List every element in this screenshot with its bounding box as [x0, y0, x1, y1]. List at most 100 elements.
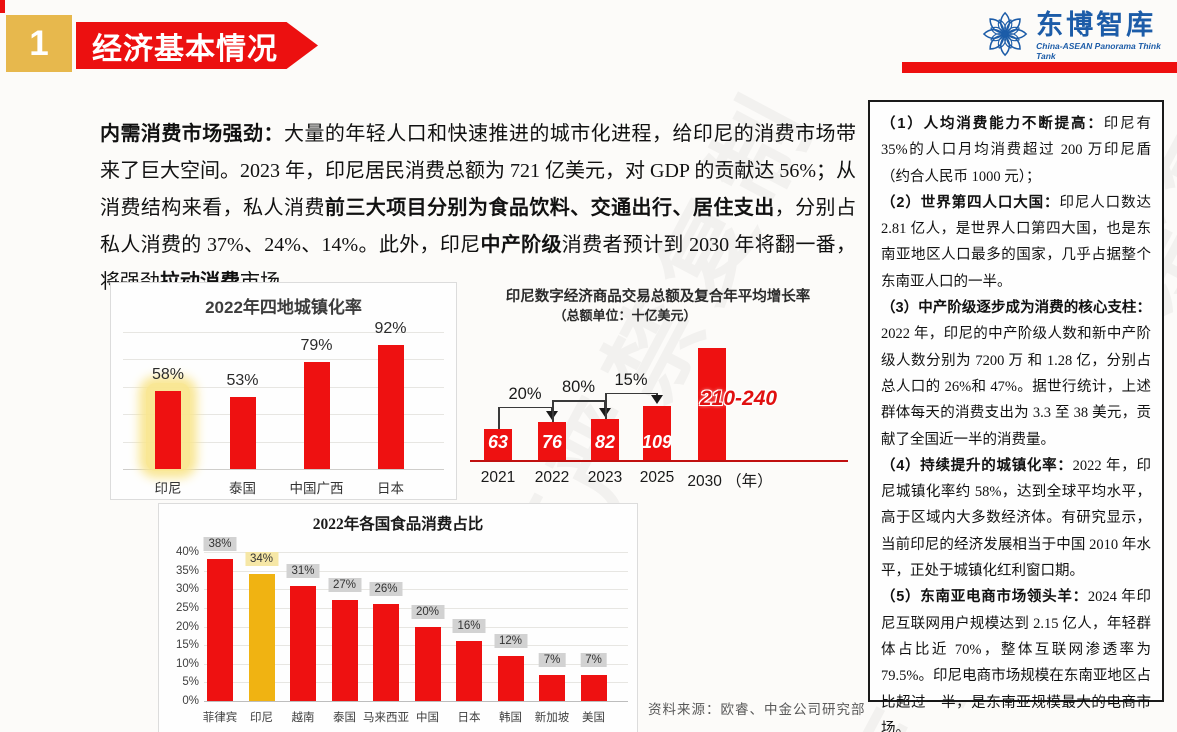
bar-category-label: 泰国 [333, 712, 356, 724]
y-axis-tick-label: 0% [182, 695, 199, 707]
section-title-banner: 经济基本情况 [76, 22, 318, 69]
bar-category-label: 2023 [587, 469, 623, 486]
arrow-down-icon [651, 394, 663, 404]
logo-name: 东博智库 [1036, 10, 1157, 40]
bar-value-chip: 7% [580, 652, 607, 667]
y-axis-tick-label: 35% [175, 564, 199, 577]
gridline [123, 414, 444, 415]
bar [539, 674, 565, 701]
y-axis-tick-label: 5% [182, 676, 199, 689]
range-value-label: 210-240 [700, 387, 778, 410]
y-axis-tick-label: 20% [175, 620, 199, 633]
gridline [123, 331, 444, 333]
bracket-vertical [551, 406, 553, 411]
paragraph-segment: 内需消费市场强劲： [100, 123, 284, 145]
gridline [204, 552, 628, 553]
sidebar-point-body: 印尼人口数达 2.81 亿人，是世界人口第四大国，也是东南亚地区人口最多的国家，… [881, 194, 1151, 290]
y-axis-tick-label: 25% [175, 601, 199, 614]
bracket-horizontal [552, 400, 605, 402]
sidebar-point: （4）持续提升的城镇化率：2022 年，印尼城镇化率约 58%，达到全球平均水平… [881, 453, 1151, 584]
bracket-vertical [656, 392, 658, 395]
paragraph-segment: ，分别占私人消费的 37%、24%、14%。此外，印尼 [100, 197, 857, 256]
growth-label: 80% [561, 378, 596, 396]
chart-urbanization-panel: 2022年四地城镇化率 58% 印尼 53% 泰国 79% 中国广西 92% 日本 [110, 282, 457, 500]
bar-value-chip: 26% [369, 582, 403, 597]
chart-urbanization-title: 2022年四地城镇化率 [205, 298, 362, 317]
bar-value-label: 79% [300, 337, 333, 355]
bar [456, 641, 482, 701]
bar-category-label: 韩国 [499, 712, 522, 724]
section-number-badge: 1 [6, 15, 72, 72]
bar-category-label: 2022 [534, 469, 570, 486]
bar-category-label: 日本 [457, 712, 481, 724]
sidebar-point: （3）中产阶级逐步成为消费的核心支柱： 2022 年，印尼的中产阶级人数和新中产阶… [881, 295, 1151, 453]
bar [373, 604, 399, 701]
bar [484, 428, 512, 460]
sidebar-point-heading: （2）世界第四人口大国： [881, 194, 1060, 211]
sidebar-point-body: 印尼有 35%的人口月均消费超过 200 万印尼盾 （约合人民币 1000 元）… [881, 116, 1151, 185]
bar-value-chip: 20% [410, 604, 445, 619]
bar [414, 626, 441, 701]
bar-value-chip: 16% [452, 619, 486, 634]
bar-category-label: 2021 [480, 469, 516, 486]
bar-category-label: 菲律宾 [202, 712, 238, 724]
y-axis-tick-label: 10% [175, 657, 199, 670]
bar-value-label: 63 [487, 432, 509, 452]
bar-category-label: 中国广西 [289, 481, 344, 496]
bar [331, 600, 358, 701]
bar [290, 585, 316, 701]
gridline [123, 386, 444, 388]
gridline [204, 570, 628, 572]
bar-value-chip: 31% [286, 563, 320, 578]
page-title: 经济基本情况 [92, 32, 278, 66]
bar-category-label: 2025 [639, 469, 675, 486]
sidebar-point-heading: （3）中产阶级逐步成为消费的核心支柱： [881, 300, 1151, 317]
growth-label: 20% [508, 384, 542, 403]
bar [538, 422, 566, 460]
sidebar-point: （1）人均消费能力不断提高：印尼有 35%的人口月均消费超过 200 万印尼盾 … [881, 111, 1151, 190]
header-red-bar [902, 62, 1177, 73]
bracket-horizontal [498, 406, 552, 408]
bar-category-label: 2030 （年） [687, 473, 773, 490]
bracket-vertical [552, 400, 554, 422]
bar [497, 656, 524, 701]
bar-value-chip: 27% [327, 578, 362, 593]
sidebar-point: （2）世界第四人口大国：印尼人口数达 2.81 亿人，是世界人口第四大国，也是东… [881, 190, 1151, 295]
bar [580, 674, 607, 701]
bracket-vertical [604, 400, 606, 408]
bracket-vertical [605, 392, 607, 419]
bar-category-label: 新加坡 [534, 712, 570, 724]
lotus-flower-icon [983, 11, 1027, 56]
bar-value-label: 76 [541, 432, 563, 452]
sidebar-point-heading: （5）东南亚电商市场领头羊： [881, 589, 1088, 606]
bar [643, 405, 671, 460]
logo-subtitle: China-ASEAN Panorama Think Tank [1036, 41, 1161, 61]
bar-category-label: 印尼 [154, 481, 182, 496]
y-axis-tick-label: 40% [175, 546, 199, 558]
bar [377, 344, 404, 469]
logo: 东博智库 China-ASEAN Panorama Think Tank [982, 10, 1177, 61]
paragraph-segment: 中产阶级 [480, 234, 562, 256]
data-source-note: 资料来源：欧睿、中金公司研究部 [648, 702, 866, 717]
sidebar-point-body: 2024 年印尼互联网用户规模达到 2.15 亿人，年轻群体占比近 70%，整体… [881, 589, 1151, 732]
bar [698, 347, 726, 460]
sidebar-point-heading: （1）人均消费能力不断提高： [881, 116, 1104, 132]
bar-category-label: 中国 [416, 712, 439, 724]
sidebar-point-body: 2022 年，印尼城镇化率约 58%，达到全球平均水平，高于区域内大多数经济体。… [881, 457, 1151, 580]
bar [303, 362, 330, 469]
bar-value-chip: 38% [203, 537, 237, 552]
sidebar-key-points: （1）人均消费能力不断提高：印尼有 35%的人口月均消费超过 200 万印尼盾 … [868, 100, 1164, 732]
bar-value-chip: 12% [493, 634, 528, 649]
chart-digital-economy-title: 印尼数字经济商品交易总额及复合年平均增长率 [505, 289, 811, 305]
bar-value-label: 53% [226, 372, 259, 390]
bar-value-label: 58% [151, 365, 185, 383]
x-axis-line [470, 460, 848, 462]
bar-value-label: 109 [641, 432, 673, 452]
bracket-horizontal [605, 392, 657, 394]
corner-accent [0, 0, 5, 13]
bar-category-label: 越南 [291, 712, 315, 724]
bar-category-label: 美国 [582, 712, 605, 724]
sidebar-point-heading: （4）持续提升的城镇化率： [881, 457, 1073, 474]
gridline [204, 589, 628, 591]
bar-category-label: 印尼 [250, 712, 273, 724]
